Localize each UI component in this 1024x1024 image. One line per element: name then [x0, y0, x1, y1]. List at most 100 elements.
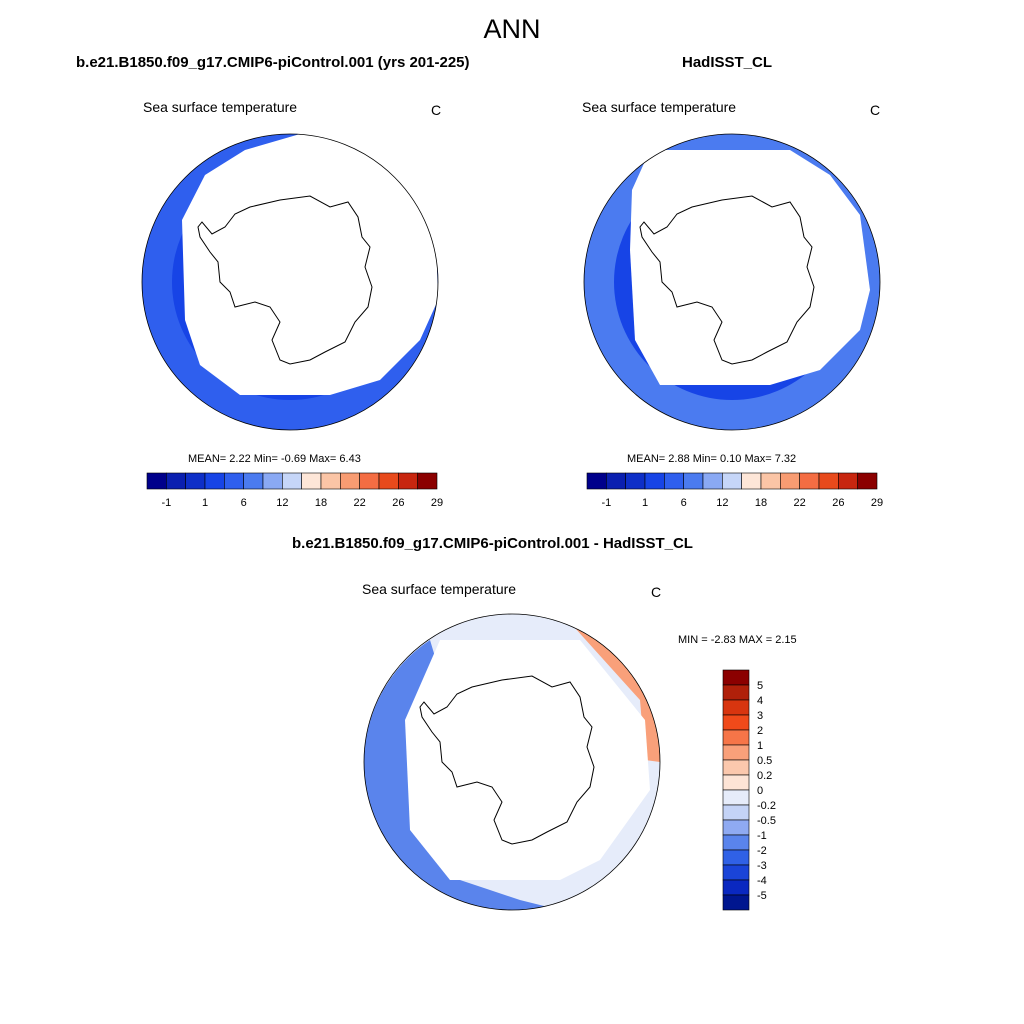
- panel-b-colorbar-swatch: [857, 472, 878, 490]
- panel-b-colorbar-tick: 6: [681, 497, 687, 509]
- panel-diff-colorbar-tick: 0: [757, 785, 763, 797]
- panel-a-colorbar-swatch: [378, 472, 399, 490]
- panel-a-colorbar-swatch: [359, 472, 380, 490]
- panel-b-colorbar-tick: 22: [794, 497, 806, 509]
- panel-diff-colorbar-swatch: [722, 894, 750, 911]
- panel-diff-colorbar-tick: -0.2: [757, 800, 776, 812]
- panel-b-colorbar-tick: 29: [871, 497, 883, 509]
- panel-b-units: C: [870, 102, 881, 118]
- panel-diff-colorbar-tick: 0.2: [757, 770, 772, 782]
- panel-diff-colorbar-tick: -0.5: [757, 815, 776, 827]
- panel-a-colorbar-swatch: [340, 472, 360, 490]
- panel-a-max-label: Max=: [309, 453, 337, 465]
- panel-a-colorbar-tick: 29: [431, 497, 443, 509]
- panel-b-colorbar-swatch: [741, 472, 762, 490]
- panel-a-max: 6.43: [339, 453, 361, 465]
- panel-b-colorbar-swatch: [683, 472, 704, 490]
- panel-a-min-label: Min=: [253, 453, 278, 465]
- panel-a-colorbar-swatch: [166, 472, 186, 490]
- panel-diff-colorbar-swatch: [722, 669, 750, 686]
- panel-a-colorbar-tick: 22: [354, 497, 366, 509]
- panel-a-title: b.e21.B1850.f09_g17.CMIP6-piControl.001 …: [76, 54, 470, 71]
- panel-a-colorbar-swatch: [301, 472, 322, 490]
- panel-diff-title: b.e21.B1850.f09_g17.CMIP6-piControl.001 …: [292, 535, 693, 552]
- panel-a-colorbar-swatch: [204, 472, 225, 490]
- panel-a-colorbar-swatch: [243, 472, 264, 490]
- panel-a-colorbar-tick: 12: [276, 497, 288, 509]
- panel-diff-colorbar-tick: -2: [757, 845, 767, 857]
- panel-a-colorbar-swatch: [398, 472, 418, 490]
- panel-diff-colorbar-tick: -3: [757, 860, 767, 872]
- panel-a-colorbar-tick: -1: [161, 497, 171, 509]
- panel-diff-colorbar-swatch: [722, 774, 750, 791]
- panel-a-colorbar-swatch: [282, 472, 302, 490]
- panel-a-mean: 2.22: [229, 453, 251, 465]
- panel-diff-colorbar-tick: -4: [757, 875, 767, 887]
- panel-b-colorbar-swatch: [799, 472, 820, 490]
- panel-b-colorbar-tick: 18: [755, 497, 767, 509]
- panel-a-colorbar-swatch: [146, 472, 167, 490]
- panel-b-colorbar-swatch: [760, 472, 781, 490]
- panel-b-colorbar-swatch: [625, 472, 646, 490]
- panel-a-colorbar-tick: 1: [202, 497, 208, 509]
- panel-a-stats: MEAN= 2.22 Min= -0.69 Max= 6.43: [188, 453, 361, 465]
- panel-b-colorbar-tick: 26: [832, 497, 844, 509]
- panel-b-colorbar-swatch: [702, 472, 723, 490]
- panel-diff-colorbar-swatch: [722, 759, 750, 776]
- panel-diff-colorbar-tick: 5: [757, 680, 763, 692]
- panel-a-variable: Sea surface temperature: [143, 99, 298, 115]
- panel-diff-colorbar-swatch: [722, 819, 750, 836]
- panel-b-colorbar-swatch: [644, 472, 665, 490]
- panel-a-colorbar-swatch: [262, 472, 283, 490]
- panel-b-colorbar-tick: -1: [601, 497, 611, 509]
- panel-a-map: [141, 133, 439, 431]
- panel-diff-colorbar-swatch: [722, 684, 750, 701]
- panel-b-stats: MEAN= 2.88 Min= 0.10 Max= 7.32: [627, 453, 796, 465]
- panel-b-variable: Sea surface temperature: [582, 99, 737, 115]
- panel-diff-colorbar-swatch: [722, 729, 750, 746]
- panel-diff-colorbar-tick: 0.5: [757, 755, 772, 767]
- panel-a-min: -0.69: [280, 453, 307, 465]
- panel-diff-colorbar-swatch: [722, 879, 750, 896]
- panel-diff-colorbar-swatch: [722, 864, 750, 881]
- panel-diff-colorbar-tick: -5: [757, 890, 767, 902]
- panel-a-colorbar-tick: 6: [241, 497, 247, 509]
- panel-diff-colorbar-swatch: [722, 744, 750, 761]
- panel-a-mean-label: MEAN=: [188, 453, 227, 465]
- panel-b-mean: 2.88: [668, 453, 690, 465]
- panel-a-colorbar-tick: 18: [315, 497, 327, 509]
- panel-b-colorbar-swatch: [664, 472, 684, 490]
- panel-diff-colorbar-swatch: [722, 804, 750, 821]
- panel-diff-units: C: [651, 584, 662, 600]
- panel-b-colorbar-swatch: [606, 472, 626, 490]
- panel-b-colorbar: -1 1 6 12 18 22 26 29: [586, 472, 883, 509]
- panel-b-min-label: Min=: [692, 453, 717, 465]
- panel-diff-colorbar-tick: 2: [757, 725, 763, 737]
- panel-a-colorbar-tick: 26: [392, 497, 404, 509]
- panel-diff-colorbar-tick: 4: [757, 695, 763, 707]
- panel-diff-colorbar-swatch: [722, 699, 750, 716]
- panel-b-max: 7.32: [774, 453, 797, 465]
- panel-b-colorbar-swatch: [780, 472, 800, 490]
- panel-b-colorbar-tick: 12: [716, 497, 728, 509]
- panel-b-colorbar-swatch: [586, 472, 607, 490]
- panel-diff-colorbar-swatch: [722, 789, 750, 806]
- panel-b-mean-label: MEAN=: [627, 453, 666, 465]
- panel-a-colorbar-swatch: [320, 472, 341, 490]
- panel-b-colorbar-swatch: [838, 472, 858, 490]
- panel-diff-colorbar-tick: -1: [757, 830, 767, 842]
- panel-b-colorbar-tick: 1: [642, 497, 648, 509]
- panel-b-min: 0.10: [719, 453, 742, 465]
- figure-title: ANN: [483, 14, 541, 44]
- panel-diff-map: [363, 613, 661, 911]
- panel-a-units: C: [431, 102, 442, 118]
- panel-diff-variable: Sea surface temperature: [362, 581, 517, 597]
- panel-diff-colorbar-swatch: [722, 849, 750, 866]
- panel-a-colorbar: -1 1 6 12 18 22 26 29: [146, 472, 443, 509]
- panel-diff-colorbar: 5 4 3 2 1 0.5 0.2 0 -0.2 -0.5 -1 -2 -3 -4 -5: [722, 669, 776, 911]
- panel-diff-colorbar-swatch: [722, 714, 750, 731]
- panel-b-colorbar-swatch: [818, 472, 839, 490]
- panel-diff-colorbar-tick: 3: [757, 710, 763, 722]
- panel-diff-colorbar-swatch: [722, 834, 750, 851]
